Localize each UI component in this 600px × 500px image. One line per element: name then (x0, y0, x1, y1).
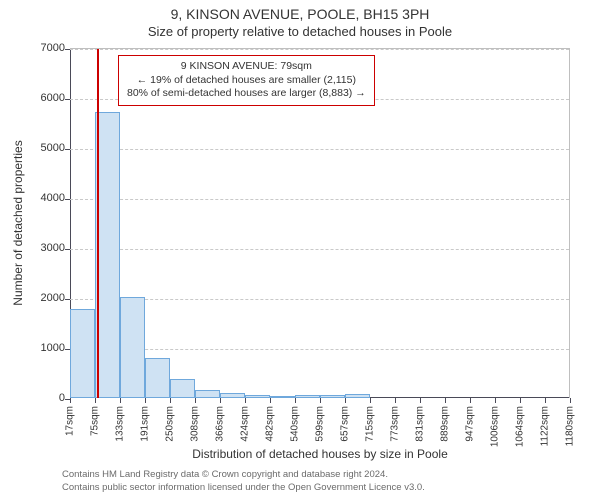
x-tick-label: 540sqm (290, 406, 301, 442)
x-tick-label: 1180sqm (565, 406, 576, 446)
x-tick (195, 398, 196, 403)
y-tick-label: 4000 (15, 192, 65, 204)
x-tick (545, 398, 546, 403)
x-tick (345, 398, 346, 403)
y-tick-label: 7000 (15, 42, 65, 54)
credit-text: Contains HM Land Registry data © Crown c… (62, 469, 425, 494)
x-tick (320, 398, 321, 403)
x-tick-label: 366sqm (215, 406, 226, 442)
histogram-bar (270, 396, 295, 399)
histogram-bar (320, 395, 345, 398)
property-marker-line (97, 49, 99, 398)
credit-line-1: Contains HM Land Registry data © Crown c… (62, 469, 425, 481)
y-tick-label: 3000 (15, 242, 65, 254)
x-tick (295, 398, 296, 403)
y-tick-label: 5000 (15, 142, 65, 154)
credit-line-2: Contains public sector information licen… (62, 482, 425, 494)
annotation-line: 9 KINSON AVENUE: 79sqm (127, 60, 366, 74)
y-tick (65, 299, 70, 300)
x-tick-label: 715sqm (365, 406, 376, 442)
x-tick-label: 308sqm (190, 406, 201, 442)
x-tick (220, 398, 221, 403)
x-tick-label: 1064sqm (515, 406, 526, 447)
annotation-box: 9 KINSON AVENUE: 79sqm← 19% of detached … (118, 55, 375, 106)
histogram-bar (70, 309, 95, 398)
x-tick (120, 398, 121, 403)
x-tick-label: 424sqm (240, 406, 251, 442)
x-tick-label: 250sqm (165, 406, 176, 442)
x-tick-label: 889sqm (440, 406, 451, 442)
y-tick-label: 6000 (15, 92, 65, 104)
annotation-line: ← 19% of detached houses are smaller (2,… (127, 74, 366, 88)
x-tick-label: 1006sqm (490, 406, 501, 447)
y-tick (65, 199, 70, 200)
y-tick (65, 99, 70, 100)
x-tick-label: 831sqm (415, 406, 426, 442)
x-tick-label: 75sqm (90, 406, 101, 436)
x-axis-label: Distribution of detached houses by size … (70, 447, 570, 461)
x-tick (495, 398, 496, 403)
x-tick-label: 657sqm (340, 406, 351, 442)
x-tick-label: 599sqm (315, 406, 326, 442)
gridline (70, 149, 569, 150)
histogram-bar (245, 395, 270, 398)
annotation-line: 80% of semi-detached houses are larger (… (127, 87, 366, 101)
y-tick-label: 1000 (15, 342, 65, 354)
gridline (70, 249, 569, 250)
histogram-bar (120, 297, 145, 398)
x-tick-label: 133sqm (115, 406, 126, 442)
x-tick (570, 398, 571, 403)
histogram-bar (195, 390, 220, 399)
x-tick (370, 398, 371, 403)
chart-title: 9, KINSON AVENUE, POOLE, BH15 3PH (0, 6, 600, 22)
x-tick (70, 398, 71, 403)
histogram-bar (95, 112, 120, 398)
plot-area: 9 KINSON AVENUE: 79sqm← 19% of detached … (70, 48, 570, 398)
x-tick (145, 398, 146, 403)
histogram-bar (295, 395, 320, 398)
y-tick (65, 49, 70, 50)
gridline (70, 49, 569, 50)
y-tick (65, 249, 70, 250)
x-tick (520, 398, 521, 403)
x-tick-label: 773sqm (390, 406, 401, 442)
gridline (70, 199, 569, 200)
y-axis-label: Number of detached properties (11, 140, 25, 305)
x-tick (95, 398, 96, 403)
chart-subtitle: Size of property relative to detached ho… (0, 24, 600, 39)
x-tick (245, 398, 246, 403)
x-tick-label: 191sqm (140, 406, 151, 442)
y-tick (65, 149, 70, 150)
x-tick (395, 398, 396, 403)
x-tick (270, 398, 271, 403)
x-tick-label: 482sqm (265, 406, 276, 442)
y-tick-label: 2000 (15, 292, 65, 304)
x-tick (420, 398, 421, 403)
histogram-bar (220, 393, 245, 398)
histogram-bar (345, 394, 370, 398)
x-tick (470, 398, 471, 403)
x-tick-label: 17sqm (65, 406, 76, 436)
x-tick-label: 947sqm (465, 406, 476, 442)
histogram-bar (170, 379, 195, 398)
x-tick (170, 398, 171, 403)
x-tick (445, 398, 446, 403)
x-tick-label: 1122sqm (540, 406, 551, 446)
y-tick-label: 0 (15, 392, 65, 404)
histogram-bar (145, 358, 170, 398)
